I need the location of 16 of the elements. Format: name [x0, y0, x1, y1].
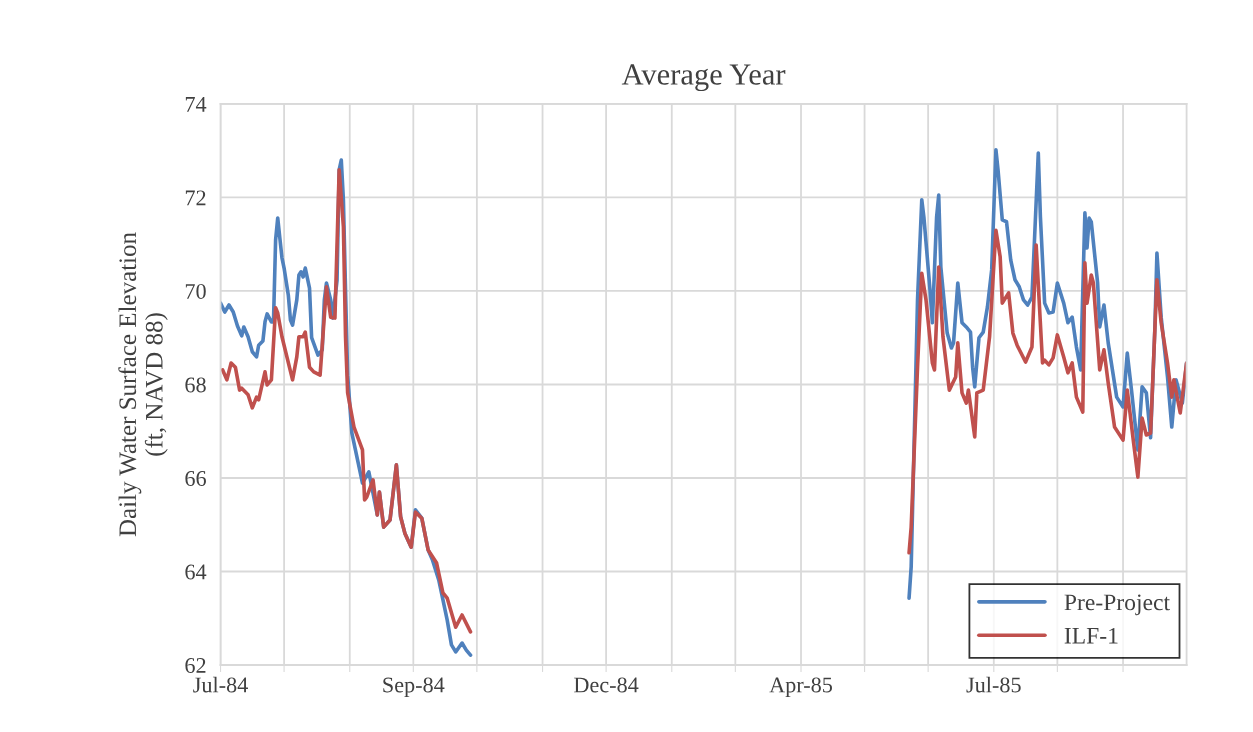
x-tick-label: Jul-85	[966, 676, 1021, 693]
y-tick-label: 70	[185, 283, 206, 299]
y-tick-label: 68	[185, 377, 206, 393]
x-tick-label: Apr-85	[769, 677, 833, 697]
y-tick-label: 62	[185, 658, 206, 673]
legend-label: ILF-1	[1064, 627, 1118, 644]
y-axis-title: Daily Water Surface Elevation (ft, NAVD 88)	[118, 232, 168, 537]
y-tick-label: 72	[185, 190, 206, 206]
x-tick-label: Jul-84	[193, 676, 248, 693]
y-tick-label: 66	[185, 470, 206, 486]
x-tick-label: Dec-84	[574, 677, 639, 693]
y-tick-label: 74	[185, 97, 207, 112]
chart-title: Average Year	[621, 64, 786, 92]
legend-label: Pre-Project	[1064, 594, 1170, 616]
x-tick-label: Sep-84	[383, 677, 445, 697]
y-tick-label: 64	[185, 564, 207, 580]
